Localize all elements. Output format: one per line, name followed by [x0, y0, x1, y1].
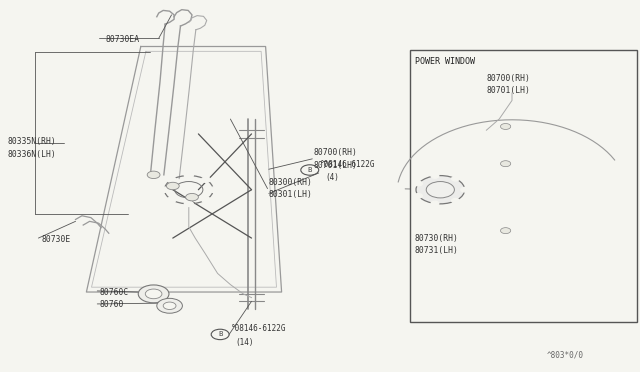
- Circle shape: [167, 197, 176, 202]
- Circle shape: [157, 298, 182, 313]
- Circle shape: [184, 173, 193, 178]
- Text: 80701(LH): 80701(LH): [486, 86, 531, 95]
- Circle shape: [416, 176, 465, 204]
- Text: 80336N(LH): 80336N(LH): [8, 150, 56, 159]
- Text: 80730EA: 80730EA: [106, 35, 140, 44]
- Circle shape: [202, 197, 211, 202]
- Circle shape: [500, 161, 511, 167]
- Text: (4): (4): [326, 173, 340, 182]
- Text: 80701(LH): 80701(LH): [314, 161, 358, 170]
- Text: 80731(LH): 80731(LH): [415, 246, 459, 255]
- Circle shape: [202, 177, 211, 182]
- Text: 80760C: 80760C: [99, 288, 129, 296]
- Circle shape: [138, 285, 169, 303]
- Text: 80700(RH): 80700(RH): [314, 148, 358, 157]
- Circle shape: [452, 176, 460, 181]
- Text: 80700(RH): 80700(RH): [486, 74, 531, 83]
- Text: 80335N(RH): 80335N(RH): [8, 137, 56, 146]
- Circle shape: [500, 228, 511, 234]
- Circle shape: [167, 177, 176, 182]
- Text: 80730(RH): 80730(RH): [415, 234, 459, 243]
- Bar: [410, 50, 637, 322]
- Circle shape: [431, 174, 439, 178]
- Text: (14): (14): [236, 338, 253, 347]
- Text: POWER WINDOW: POWER WINDOW: [415, 57, 475, 66]
- Circle shape: [160, 187, 169, 192]
- Circle shape: [166, 182, 179, 190]
- Circle shape: [431, 201, 439, 206]
- Text: °08146-6122G: °08146-6122G: [320, 160, 376, 169]
- Text: ^803*0/0: ^803*0/0: [547, 351, 584, 360]
- Circle shape: [500, 124, 511, 129]
- Circle shape: [415, 193, 422, 198]
- Text: B: B: [218, 331, 222, 337]
- Circle shape: [426, 182, 454, 198]
- Text: °08146-6122G: °08146-6122G: [230, 324, 286, 333]
- Text: 80730E: 80730E: [42, 235, 71, 244]
- Circle shape: [147, 171, 160, 179]
- Circle shape: [163, 302, 176, 310]
- Circle shape: [145, 289, 162, 299]
- Circle shape: [184, 201, 193, 206]
- Text: 80301(LH): 80301(LH): [269, 190, 313, 199]
- Circle shape: [186, 193, 198, 201]
- Text: B: B: [308, 167, 312, 173]
- Text: 80760: 80760: [99, 300, 124, 309]
- Circle shape: [209, 187, 218, 192]
- Text: 80300(RH): 80300(RH): [269, 178, 313, 187]
- Circle shape: [461, 187, 468, 192]
- Circle shape: [452, 199, 460, 203]
- Circle shape: [415, 182, 422, 186]
